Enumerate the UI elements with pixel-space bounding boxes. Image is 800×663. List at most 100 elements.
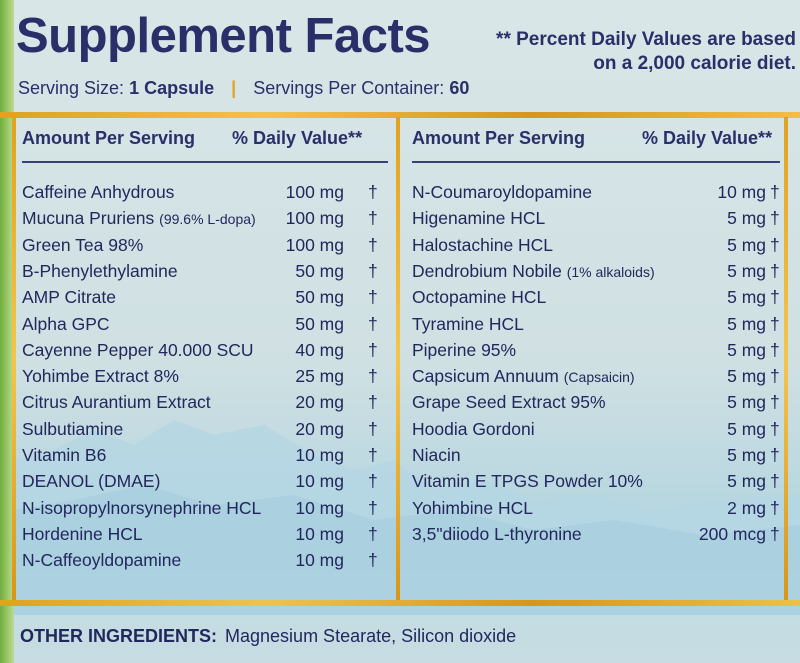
daily-value-dagger: † — [770, 339, 780, 360]
ingredient-name: Citrus Aurantium Extract — [22, 392, 211, 413]
ingredient-row: Sulbutiamine 20 mg † — [22, 419, 388, 443]
ingredient-row: Caffeine Anhydrous 100 mg † — [22, 182, 388, 206]
daily-value-dagger: † — [368, 366, 378, 387]
ingredient-name: Cayenne Pepper 40.000 SCU — [22, 339, 254, 360]
ingredient-name: 3,5"diiodo L-thyronine — [412, 523, 582, 544]
daily-value-dagger: † — [770, 287, 780, 308]
ingredient-row: B-Phenylethylamine 50 mg † — [22, 261, 388, 285]
ingredient-name: Vitamin B6 — [22, 445, 107, 465]
ingredient-amount: 5 mg — [727, 445, 766, 465]
header-rule — [412, 161, 780, 163]
bottom-gold-bar — [0, 600, 800, 606]
ingredient-row: Cayenne Pepper 40.000 SCU 40 mg † — [22, 340, 388, 364]
ingredient-name: Higenamine HCL — [412, 208, 546, 229]
ingredient-name: Mucuna Pruriens — [22, 208, 155, 229]
ingredient-name: Caffeine Anhydrous — [22, 182, 175, 202]
daily-value-dagger: † — [770, 313, 780, 334]
ingredient-amount: 5 mg — [727, 392, 766, 413]
ingredient-name-wrap: Mucuna Pruriens (99.6% L-dopa) — [22, 208, 256, 229]
ingredient-amount: 2 mg — [727, 497, 766, 518]
ingredient-amount: 10 mg — [295, 445, 344, 465]
daily-value-dagger: † — [368, 418, 378, 439]
ingredient-row: Tyramine HCL 5 mg † — [412, 314, 782, 338]
ingredient-name: Yohimbe Extract 8% — [22, 366, 179, 387]
ingredient-amount: 40 mg — [295, 339, 344, 360]
ingredient-name: Alpha GPC — [22, 313, 110, 334]
note-line-2: on a 2,000 calorie diet. — [593, 53, 796, 74]
ingredient-amount: 10 mg — [295, 523, 344, 544]
ingredient-amount: 50 mg — [295, 313, 344, 334]
daily-value-dagger: † — [368, 497, 378, 518]
ingredient-amount: 5 mg — [727, 260, 766, 281]
ingredient-row: Citrus Aurantium Extract 20 mg † — [22, 392, 388, 416]
ingredient-row: N-isopropylnorsynephrine HCL 10 mg † — [22, 498, 388, 522]
ingredient-name: N-Caffeoyldopamine — [22, 550, 182, 571]
daily-value-dagger: † — [368, 260, 378, 281]
other-ingredients: OTHER INGREDIENTS: Magnesium Stearate, Si… — [20, 626, 516, 647]
ingredient-amount: 10 mg — [295, 471, 344, 492]
serving-size-label: Serving Size: — [18, 78, 125, 98]
ingredient-row: AMP Citrate 50 mg † — [22, 287, 388, 311]
center-gold-bar — [396, 117, 400, 600]
ingredient-qualifier: (99.6% L-dopa) — [159, 211, 256, 228]
ingredient-amount: 200 mcg — [698, 523, 766, 544]
ingredient-name: Hordenine HCL — [22, 523, 143, 544]
ingredient-name: N-isopropylnorsynephrine HCL — [22, 497, 262, 518]
ingredient-name: Piperine 95% — [412, 339, 517, 360]
ingredient-row: Niacin 5 mg † — [412, 445, 782, 469]
ingredient-row: Vitamin B6 10 mg † — [22, 445, 388, 469]
ingredient-row: Hordenine HCL 10 mg † — [22, 524, 388, 548]
right-gold-bar — [784, 117, 788, 600]
daily-value-dagger: † — [770, 418, 780, 439]
ingredient-row: Halostachine HCL 5 mg † — [412, 235, 782, 259]
ingredient-amount: 10 mg — [295, 550, 344, 571]
ingredient-amount: 25 mg — [295, 366, 344, 387]
ingredient-amount: 5 mg — [727, 366, 766, 387]
ingredient-amount: 5 mg — [727, 471, 766, 492]
ingredient-row: Dendrobium Nobile (1% alkaloids) 5 mg † — [412, 261, 782, 285]
daily-value-dagger: † — [368, 471, 378, 492]
ingredient-row: Mucuna Pruriens (99.6% L-dopa) 100 mg † — [22, 208, 388, 232]
header-amount: Amount Per Serving — [22, 128, 196, 148]
ingredient-name: Yohimbine HCL — [412, 497, 533, 518]
ingredient-row: Hoodia Gordoni 5 mg † — [412, 419, 782, 443]
ingredient-row: Grape Seed Extract 95% 5 mg † — [412, 392, 782, 416]
header-daily-value: % Daily Value** — [642, 128, 773, 148]
ingredient-name: B-Phenylethylamine — [22, 260, 178, 281]
ingredient-qualifier: (1% alkaloids) — [566, 263, 655, 280]
daily-value-dagger: † — [368, 523, 378, 544]
servings-label: Servings Per Container: — [253, 78, 445, 98]
ingredient-name: Green Tea 98% — [22, 234, 144, 255]
ingredient-name: Vitamin E TPGS Powder 10% — [412, 471, 643, 492]
daily-value-dagger: † — [770, 234, 780, 255]
daily-value-dagger: † — [770, 523, 780, 544]
ingredient-name: Hoodia Gordoni — [412, 418, 535, 439]
ingredient-name: Dendrobium Nobile — [412, 260, 562, 281]
ingredient-row: Piperine 95% 5 mg † — [412, 340, 782, 364]
note-line-1: ** Percent Daily Values are based — [496, 29, 796, 50]
separator: | — [231, 78, 237, 98]
daily-value-dagger: † — [368, 313, 378, 334]
servings-value: 60 — [449, 78, 470, 98]
daily-value-note: ** Percent Daily Values are based on a 2… — [480, 28, 796, 76]
ingredient-name: Halostachine HCL — [412, 234, 554, 255]
daily-value-dagger: † — [368, 392, 378, 413]
ingredient-amount: 50 mg — [295, 287, 344, 308]
ingredient-name: AMP Citrate — [22, 287, 117, 308]
ingredient-name: DEANOL (DMAE) — [22, 471, 161, 492]
ingredient-name: Capsicum Annuum — [412, 366, 559, 387]
ingredient-row: N-Coumaroyldopamine 10 mg † — [412, 182, 782, 206]
daily-value-dagger: † — [368, 208, 378, 229]
daily-value-dagger: † — [770, 208, 780, 229]
ingredient-amount: 20 mg — [295, 418, 344, 439]
header-rule — [22, 161, 388, 163]
ingredient-name: Octopamine HCL — [412, 287, 547, 308]
ingredient-name: Niacin — [412, 445, 461, 465]
ingredient-name: Grape Seed Extract 95% — [412, 392, 606, 413]
ingredient-row: Capsicum Annuum (Capsaicin) 5 mg † — [412, 366, 782, 390]
ingredient-row: Yohimbine HCL 2 mg † — [412, 498, 782, 522]
ingredient-row: DEANOL (DMAE) 10 mg † — [22, 471, 388, 495]
daily-value-dagger: † — [770, 445, 780, 465]
ingredient-amount: 100 mg — [285, 208, 344, 229]
daily-value-dagger: † — [368, 550, 378, 571]
